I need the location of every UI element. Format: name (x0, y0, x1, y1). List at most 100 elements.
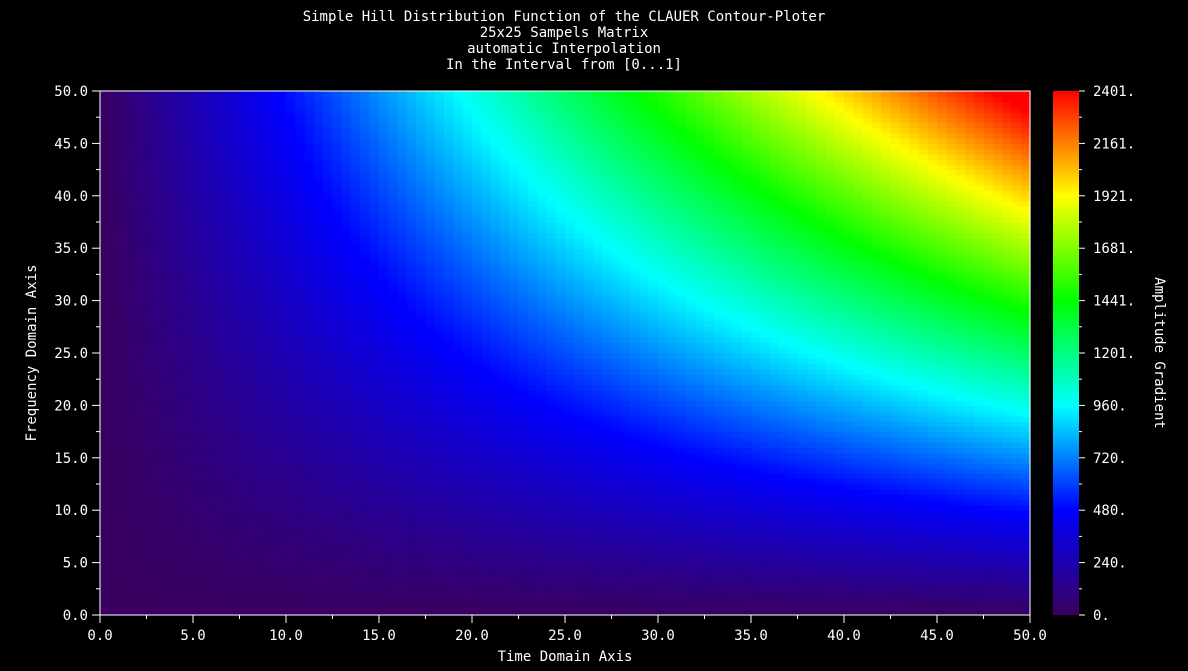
heatmap-cell (546, 531, 557, 537)
heatmap-cell (183, 510, 194, 517)
heatmap-cell (834, 384, 845, 391)
heatmap-cell (397, 379, 408, 386)
heatmap-cell (695, 499, 706, 506)
heatmap-cell (360, 353, 371, 359)
heatmap-cell (964, 368, 975, 375)
heatmap-cell (992, 484, 1003, 490)
heatmap-cell (778, 410, 789, 417)
heatmap-cell (964, 431, 975, 438)
heatmap-cell (406, 421, 417, 427)
heatmap-cell (276, 389, 287, 396)
heatmap-cell (332, 400, 343, 406)
heatmap-cell (946, 484, 957, 490)
heatmap-cell (797, 373, 808, 380)
heatmap-cell (825, 552, 836, 558)
heatmap-cell (351, 604, 361, 611)
heatmap-cell (1011, 363, 1022, 370)
heatmap-cell (509, 447, 520, 454)
heatmap-cell (741, 468, 752, 475)
heatmap-cell (397, 583, 408, 590)
heatmap-cell (853, 421, 864, 427)
heatmap-cell (127, 368, 138, 375)
heatmap-cell (100, 394, 110, 401)
heatmap-cell (946, 541, 957, 548)
heatmap-cell (927, 546, 938, 553)
heatmap-cell (964, 452, 975, 459)
heatmap-cell (797, 415, 808, 422)
heatmap-cell (630, 510, 640, 517)
heatmap-cell (899, 447, 910, 454)
heatmap-cell (648, 389, 659, 396)
heatmap-cell (816, 394, 826, 401)
heatmap-cell (658, 478, 668, 485)
heatmap-cell (276, 604, 287, 611)
heatmap-cell (937, 379, 947, 386)
heatmap-cell (202, 394, 213, 401)
heatmap-cell (1011, 489, 1022, 496)
heatmap-cell (630, 410, 640, 417)
heatmap-cell (937, 604, 947, 611)
heatmap-cell (267, 468, 278, 475)
heatmap-cell (462, 426, 473, 433)
heatmap-cell (890, 389, 901, 396)
heatmap-cell (816, 489, 826, 496)
heatmap-cell (723, 358, 733, 365)
heatmap-cell (555, 426, 566, 433)
heatmap-cell (871, 525, 882, 532)
heatmap-cell (332, 410, 343, 417)
heatmap-cell (909, 594, 919, 600)
heatmap-cell (825, 604, 836, 611)
heatmap-cell (444, 421, 454, 427)
heatmap-cell (537, 531, 547, 537)
heatmap-cell (899, 578, 910, 585)
heatmap-cell (388, 410, 399, 417)
heatmap-cell (137, 394, 148, 401)
heatmap-cell (406, 415, 417, 422)
heatmap-cell (658, 442, 668, 448)
heatmap-cell (155, 384, 166, 391)
heatmap-cell (760, 373, 771, 380)
heatmap-cell (323, 468, 334, 475)
heatmap-cell (304, 562, 315, 569)
heatmap-cell (220, 394, 231, 401)
heatmap-cell (276, 442, 287, 448)
heatmap-cell (453, 604, 464, 611)
heatmap-cell (304, 442, 315, 448)
heatmap-cell (676, 604, 687, 611)
heatmap-cell (323, 531, 334, 537)
heatmap-cell (620, 546, 631, 553)
heatmap-cell (713, 410, 724, 417)
heatmap-cell (434, 557, 445, 564)
heatmap-cell (695, 557, 706, 564)
heatmap-cell (685, 489, 696, 496)
heatmap-cell (341, 515, 352, 522)
heatmap-cell (146, 373, 157, 380)
heatmap-cell (946, 599, 957, 606)
heatmap-cell (174, 405, 185, 412)
heatmap-cell (760, 525, 771, 532)
heatmap-cell (1020, 452, 1031, 459)
heatmap-cell (574, 431, 585, 438)
heatmap-cell (248, 358, 259, 365)
heatmap-cell (602, 557, 613, 564)
heatmap-cell (658, 594, 668, 600)
heatmap-cell (509, 578, 520, 585)
heatmap-cell (239, 473, 250, 480)
heatmap-cell (323, 599, 334, 606)
heatmap-cell (537, 499, 547, 506)
heatmap-cell (834, 510, 845, 517)
heatmap-cell (620, 442, 631, 448)
heatmap-cell (927, 541, 938, 548)
heatmap-cell (369, 415, 380, 422)
heatmap-cell (844, 525, 854, 532)
heatmap-cell (546, 588, 557, 595)
heatmap-cell (165, 594, 175, 600)
heatmap-cell (127, 536, 138, 543)
heatmap-cell (890, 373, 901, 380)
heatmap-cell (890, 546, 901, 553)
heatmap-cell (490, 578, 501, 585)
heatmap-cell (667, 588, 678, 595)
heatmap-cell (611, 583, 622, 590)
heatmap-cell (341, 478, 352, 485)
heatmap-cell (816, 457, 826, 464)
